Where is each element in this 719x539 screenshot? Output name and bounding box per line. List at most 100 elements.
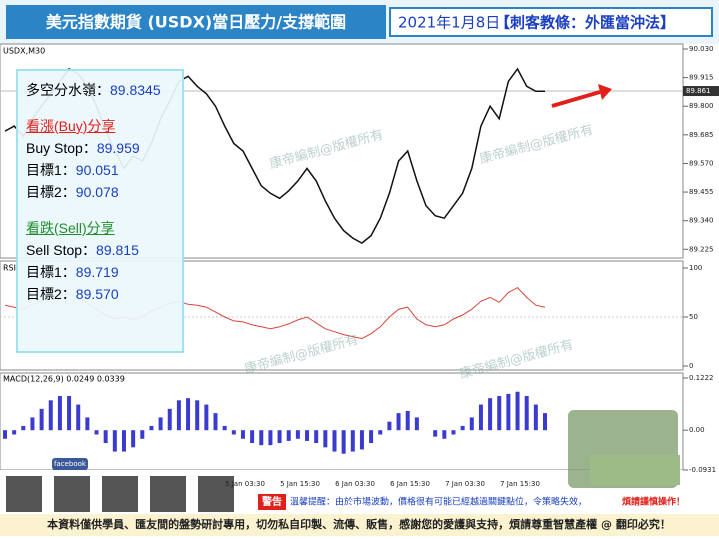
macd-bar xyxy=(478,404,483,431)
macd-bar xyxy=(140,430,145,439)
macd-bar xyxy=(396,413,401,431)
macd-bar xyxy=(103,430,108,444)
macd-bar xyxy=(460,425,465,431)
y-tick-label: 100 xyxy=(689,264,702,272)
info-panel: 多空分水嶺：89.8345 看漲(Buy)分享 Buy Stop：89.959 … xyxy=(16,69,184,353)
date-box xyxy=(389,7,713,37)
x-tick-label: 6 Jan 15:30 xyxy=(390,480,430,488)
macd-bar xyxy=(3,430,7,439)
buy-t1-label: 目標1： xyxy=(26,162,76,178)
macd-label: MACD(12,26,9) 0.0249 0.0339 xyxy=(3,375,125,384)
macd-bar xyxy=(131,430,136,448)
buy-title: 看漲(Buy)分享 xyxy=(26,118,116,134)
macd-bar xyxy=(387,421,392,431)
warning-red: 煩請謹慎操作！ xyxy=(622,496,685,508)
arrow xyxy=(551,90,601,108)
macd-bar xyxy=(442,430,447,439)
buy-t2: 90.078 xyxy=(75,184,119,200)
y-tick-label: 89.915 xyxy=(689,74,714,82)
macd-bar xyxy=(268,430,273,446)
y-tick-label: 89.225 xyxy=(689,245,714,253)
buy-stop-label: Buy Stop： xyxy=(26,140,97,156)
macd-bar xyxy=(369,430,374,444)
sell-t1: 89.719 xyxy=(75,264,119,280)
facebook-badge xyxy=(52,458,88,470)
macd-bar xyxy=(414,417,419,431)
y-tick-label: 0 xyxy=(689,362,693,370)
buy-t2-label: 目標2： xyxy=(26,184,76,200)
macd-bar xyxy=(277,430,282,444)
social: facebook xyxy=(54,460,87,468)
macd-bar xyxy=(158,417,163,431)
macd-bar xyxy=(240,430,245,439)
macd-bar xyxy=(350,430,355,452)
y-tick-label: 90.030 xyxy=(689,45,714,53)
macd-bar xyxy=(39,408,44,431)
macd-bar xyxy=(21,425,26,431)
sell-t2: 89.570 xyxy=(75,286,119,302)
x-tick-label: 5 Jan 03:30 xyxy=(225,480,265,488)
macd-bar xyxy=(451,430,456,435)
macd-bar xyxy=(488,398,493,431)
macd-bar xyxy=(469,417,474,431)
current-price: 89.861 xyxy=(686,87,711,95)
y-tick-label: -0.0931 xyxy=(689,466,716,474)
pivot: 89.8345 xyxy=(110,82,161,98)
macd-bar xyxy=(378,430,383,435)
macd-bar xyxy=(314,430,319,444)
y-tick-label: 89.685 xyxy=(689,131,714,139)
macd-bar xyxy=(359,430,364,450)
macd-bar xyxy=(506,393,511,431)
sell-stop-label: Sell Stop： xyxy=(26,242,97,258)
x-tick-label: 5 Jan 15:30 xyxy=(280,480,320,488)
y-tick-label: 50 xyxy=(689,313,698,321)
macd-bar xyxy=(85,417,90,431)
buy-stop: 89.959 xyxy=(96,140,140,156)
macd-bar xyxy=(57,396,62,431)
macd-bar xyxy=(543,413,547,431)
macd-bar xyxy=(121,430,126,452)
macd-bar xyxy=(332,430,337,452)
macd-bar xyxy=(286,430,291,441)
macd-bar xyxy=(497,396,502,431)
current-price-box xyxy=(683,86,719,97)
warning-tag-bg xyxy=(258,494,286,510)
x-tick-label: 7 Jan 03:30 xyxy=(445,480,485,488)
money-bills xyxy=(590,455,680,485)
macd-bar xyxy=(533,404,538,431)
notice: 本資料僅供學員、匯友間的盤勢研討專用，切勿私自印製、流傳、販售，感謝您的愛護與支… xyxy=(47,517,671,531)
sell-title: 看跌(Sell)分享 xyxy=(26,220,115,236)
x-tick-label: 7 Jan 15:30 xyxy=(500,480,540,488)
macd-bar xyxy=(259,430,264,446)
y-tick-label: 0.00 xyxy=(689,426,705,434)
title-box xyxy=(6,5,386,39)
macd-bar xyxy=(30,417,35,431)
macd-bar xyxy=(250,430,255,444)
macd-bar xyxy=(176,400,181,431)
y-tick-label: 0.1222 xyxy=(689,374,714,382)
macd-bar xyxy=(76,404,81,431)
sell-t1-label: 目標1： xyxy=(26,264,76,280)
y-tick-label: 89.455 xyxy=(689,188,714,196)
x-tick-label: 6 Jan 03:30 xyxy=(335,480,375,488)
sell-t2-label: 目標2： xyxy=(26,286,76,302)
macd-bar xyxy=(12,430,17,435)
macd-bar xyxy=(186,398,191,431)
macd-bar xyxy=(524,396,529,431)
macd-bar xyxy=(231,430,236,435)
y-tick-label: 89.800 xyxy=(689,102,714,110)
warning: 溫馨提醒：由於市場波動，價格很有可能已經越過關鍵點位，令策略失效， xyxy=(290,496,587,508)
macd-bar xyxy=(67,396,72,431)
macd-bar xyxy=(48,400,53,431)
macd-bar xyxy=(167,408,172,431)
date: 2021年1月8日 xyxy=(398,14,500,32)
macd-bar xyxy=(295,430,300,439)
rsi-label: RSI( xyxy=(3,264,19,273)
sell-stop: 89.815 xyxy=(96,242,139,258)
macd-bar xyxy=(112,430,117,452)
qr-codes xyxy=(6,476,234,512)
macd-bar xyxy=(405,410,410,431)
macd-bar xyxy=(341,430,346,454)
